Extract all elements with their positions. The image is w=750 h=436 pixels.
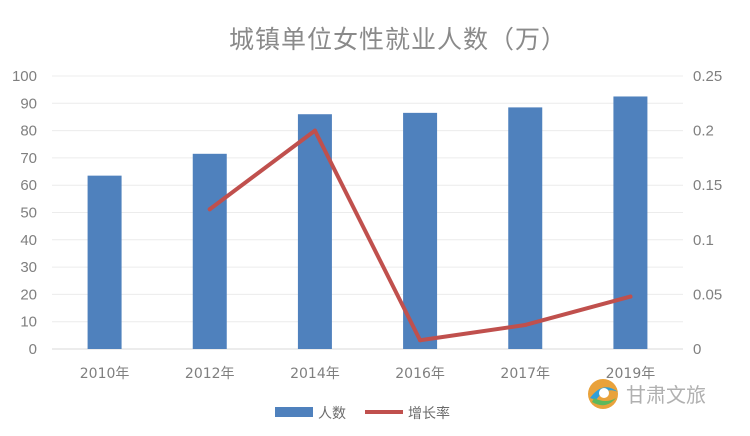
left-axis-ticks: 0 10 20 30 40 50 60 70 80 90 100 <box>12 68 37 358</box>
bar-series <box>87 96 648 350</box>
x-tick-label: 2012年 <box>185 366 235 382</box>
x-tick-label: 2016年 <box>395 366 445 382</box>
y-left-tick-label: 30 <box>20 259 37 276</box>
bar <box>87 175 122 349</box>
bar <box>508 107 543 350</box>
y-left-tick-label: 40 <box>20 232 37 249</box>
bar <box>613 96 648 349</box>
legend-swatch-bar <box>275 407 313 417</box>
watermark: 甘肃文旅 <box>588 379 706 409</box>
y-right-tick-label: 0.25 <box>693 68 722 85</box>
y-left-tick-label: 70 <box>20 150 37 167</box>
y-right-tick-label: 0.2 <box>693 123 714 140</box>
y-left-tick-label: 100 <box>12 68 37 85</box>
bar <box>192 153 227 349</box>
y-right-tick-label: 0.15 <box>693 177 722 194</box>
y-left-tick-label: 20 <box>20 286 37 303</box>
legend: 人数 增长率 <box>275 405 450 422</box>
chart-title: 城镇单位女性就业人数（万） <box>229 25 567 54</box>
x-axis-ticks: 2010年 2012年 2014年 2016年 2017年 2019年 <box>80 366 655 382</box>
legend-label-bar: 人数 <box>318 406 346 422</box>
y-right-tick-label: 0 <box>693 341 701 358</box>
y-left-tick-label: 80 <box>20 123 37 140</box>
line-point <box>207 207 212 212</box>
line-series <box>207 128 633 343</box>
line-point <box>312 128 317 133</box>
x-tick-label: 2019年 <box>606 366 656 382</box>
y-right-tick-label: 0.1 <box>693 232 714 249</box>
bar <box>297 114 332 349</box>
y-left-tick-label: 0 <box>29 341 37 358</box>
y-left-tick-label: 10 <box>20 314 37 331</box>
line-point <box>523 322 528 327</box>
y-left-tick-label: 50 <box>20 205 37 222</box>
y-left-tick-label: 60 <box>20 177 37 194</box>
x-tick-label: 2017年 <box>500 366 550 382</box>
watermark-text: 甘肃文旅 <box>626 383 706 407</box>
legend-label-line: 增长率 <box>408 405 450 422</box>
y-right-tick-label: 0.05 <box>693 286 722 303</box>
y-left-tick-label: 90 <box>20 95 37 112</box>
x-tick-label: 2010年 <box>80 366 130 382</box>
bar <box>403 112 438 349</box>
line-point <box>418 338 423 343</box>
right-axis-ticks: 0 0.05 0.1 0.15 0.2 0.25 <box>693 68 722 358</box>
line-point <box>628 294 633 299</box>
x-tick-label: 2014年 <box>290 366 340 382</box>
watermark-logo-icon <box>588 379 618 409</box>
